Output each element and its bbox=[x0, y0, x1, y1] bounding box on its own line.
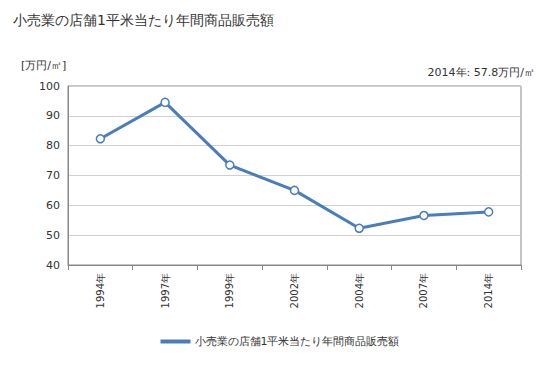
svg-text:90: 90 bbox=[46, 109, 60, 122]
svg-text:2002年: 2002年 bbox=[289, 273, 300, 308]
svg-text:2007年: 2007年 bbox=[418, 273, 429, 308]
svg-text:60: 60 bbox=[46, 199, 60, 212]
svg-text:1994年: 1994年 bbox=[95, 273, 106, 308]
svg-text:2014年: 57.8万円/㎡: 2014年: 57.8万円/㎡ bbox=[428, 66, 535, 79]
svg-text:40: 40 bbox=[46, 259, 60, 272]
svg-text:1997年: 1997年 bbox=[160, 273, 171, 308]
svg-text:2004年: 2004年 bbox=[354, 273, 365, 308]
svg-text:100: 100 bbox=[39, 80, 60, 93]
svg-text:70: 70 bbox=[46, 169, 60, 182]
svg-text:小売業の店舗1平米当たり年間商品販売額: 小売業の店舗1平米当たり年間商品販売額 bbox=[13, 12, 274, 28]
svg-text:50: 50 bbox=[46, 229, 60, 242]
svg-text:小売業の店舗1平米当たり年間商品販売額: 小売業の店舗1平米当たり年間商品販売額 bbox=[195, 335, 400, 348]
svg-text:2014年: 2014年 bbox=[483, 273, 494, 308]
svg-text:[万円/㎡]: [万円/㎡] bbox=[21, 59, 66, 72]
svg-text:80: 80 bbox=[46, 139, 60, 152]
svg-text:1999年: 1999年 bbox=[224, 273, 235, 308]
